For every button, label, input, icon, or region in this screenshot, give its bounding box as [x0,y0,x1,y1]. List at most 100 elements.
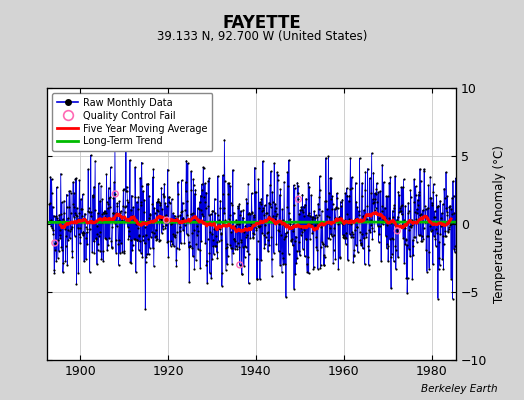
Point [389,214,397,220]
Point [253,276,261,282]
Point [89,194,97,200]
Point [277,220,285,226]
Point [324,214,333,220]
Point [269,213,278,219]
Point [213,248,221,255]
Point [335,254,344,261]
Point [323,234,332,241]
Point [106,164,115,170]
Point [328,206,336,213]
Point [311,212,320,218]
Point [404,200,412,206]
Point [116,208,125,214]
Point [449,296,457,302]
Point [326,175,334,181]
Point [129,242,137,248]
Point [77,196,85,202]
Point [347,185,356,191]
Point [456,250,465,256]
Point [182,158,191,164]
Point [430,214,439,220]
Point [286,221,294,228]
Point [409,242,417,249]
Point [435,239,443,245]
Point [432,226,440,232]
Point [70,190,78,196]
Point [93,247,102,253]
Point [379,179,388,185]
Point [451,249,459,255]
Point [198,211,206,217]
Point [187,186,195,193]
Point [336,255,344,262]
Point [391,243,400,250]
Point [378,162,387,168]
Point [380,205,389,211]
Point [249,235,257,241]
Point [444,226,453,232]
Point [133,236,141,243]
Point [301,235,310,242]
Point [381,214,389,221]
Point [95,180,103,186]
Point [81,224,90,230]
Point [111,219,119,226]
Point [298,207,306,213]
Point [295,239,303,245]
Point [180,240,189,246]
Point [217,237,225,243]
Point [69,214,78,220]
Point [297,225,305,232]
Point [445,218,454,225]
Point [158,206,166,212]
Point [146,244,154,251]
Point [246,211,254,218]
Point [219,172,227,178]
Point [241,243,249,249]
Point [425,223,434,229]
Point [261,234,270,240]
Point [56,234,64,241]
Point [445,204,453,210]
Point [344,257,352,263]
Point [142,232,150,238]
Point [390,204,398,211]
Point [144,218,152,224]
Point [309,266,318,272]
Point [317,224,325,230]
Point [267,168,275,175]
Point [191,218,199,225]
Point [216,198,225,204]
Point [226,242,234,248]
Point [145,251,153,258]
Point [424,249,433,255]
Point [320,262,328,268]
Point [154,198,162,204]
Point [291,271,299,277]
Point [46,200,54,206]
Point [241,254,249,260]
Point [222,240,231,247]
Point [394,254,402,260]
Point [274,172,282,178]
Point [177,209,185,215]
Point [450,193,458,199]
Point [181,206,189,213]
Point [312,234,320,241]
Point [252,189,260,196]
Point [305,222,314,228]
Point [270,208,279,214]
Point [246,224,254,230]
Point [436,231,445,238]
Point [233,239,242,246]
Point [442,204,451,211]
Point [421,219,430,225]
Point [345,216,353,222]
Point [167,238,176,244]
Point [355,155,364,161]
Point [294,182,302,189]
Point [266,182,275,188]
Point [441,228,449,234]
Point [125,227,133,234]
Point [318,208,326,214]
